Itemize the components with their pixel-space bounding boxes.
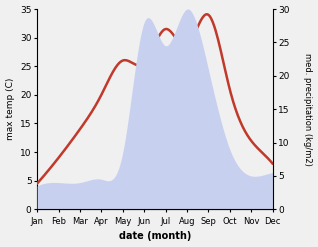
Y-axis label: max temp (C): max temp (C): [5, 78, 15, 140]
Y-axis label: med. precipitation (kg/m2): med. precipitation (kg/m2): [303, 53, 313, 165]
X-axis label: date (month): date (month): [119, 231, 191, 242]
